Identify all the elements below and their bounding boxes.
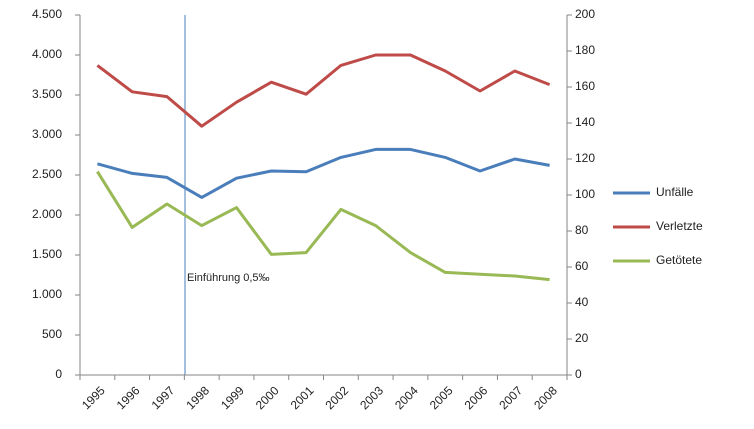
y-tick-label: 2.000 bbox=[32, 207, 62, 221]
y2-tick-label: 160 bbox=[575, 79, 595, 93]
x-tick-label: 2002 bbox=[322, 383, 351, 412]
y2-tick-label: 180 bbox=[575, 43, 595, 57]
y-tick-label: 4.500 bbox=[32, 7, 62, 21]
y2-tick-label: 100 bbox=[575, 187, 595, 201]
x-tick-label: 2007 bbox=[496, 383, 525, 412]
y2-tick-label: 20 bbox=[575, 331, 589, 345]
y-tick-label: 1.000 bbox=[32, 287, 62, 301]
y-tick-label: 4.000 bbox=[32, 47, 62, 61]
y-tick-label: 1.500 bbox=[32, 247, 62, 261]
y2-tick-label: 0 bbox=[575, 367, 582, 381]
x-tick-label: 1995 bbox=[79, 383, 108, 412]
y-tick-label: 0 bbox=[55, 367, 62, 381]
y2-tick-label: 140 bbox=[575, 115, 595, 129]
series-line bbox=[96, 147, 550, 199]
annotation: Einführung 0,5‰ bbox=[187, 272, 270, 284]
x-tick-label: 2003 bbox=[357, 383, 386, 412]
legend-label: Unfälle bbox=[656, 185, 694, 199]
y2-tick-label: 60 bbox=[575, 259, 589, 273]
series-line bbox=[96, 170, 550, 282]
y-tick-label: 3.000 bbox=[32, 127, 62, 141]
x-tick-label: 1997 bbox=[149, 383, 178, 412]
x-tick-label: 1996 bbox=[114, 383, 143, 412]
legend-label: Verletzte bbox=[656, 219, 703, 233]
x-tick-label: 2008 bbox=[531, 383, 560, 412]
y-tick-label: 3.500 bbox=[32, 87, 62, 101]
y2-tick-label: 200 bbox=[575, 7, 595, 21]
series-line bbox=[96, 53, 551, 128]
x-tick-label: 2004 bbox=[392, 383, 421, 412]
x-tick-label: 2001 bbox=[288, 383, 317, 412]
y2-tick-label: 40 bbox=[575, 295, 589, 309]
x-tick-label: 1999 bbox=[218, 383, 247, 412]
y-tick-label: 2.500 bbox=[32, 167, 62, 181]
x-tick-label: 2006 bbox=[462, 383, 491, 412]
y2-tick-label: 80 bbox=[575, 223, 589, 237]
x-tick-label: 1998 bbox=[183, 383, 212, 412]
x-tick-label: 2000 bbox=[253, 383, 282, 412]
y2-tick-label: 120 bbox=[575, 151, 595, 165]
x-tick-label: 2005 bbox=[427, 383, 456, 412]
legend-label: Getötete bbox=[656, 253, 702, 267]
y-tick-label: 500 bbox=[42, 327, 62, 341]
